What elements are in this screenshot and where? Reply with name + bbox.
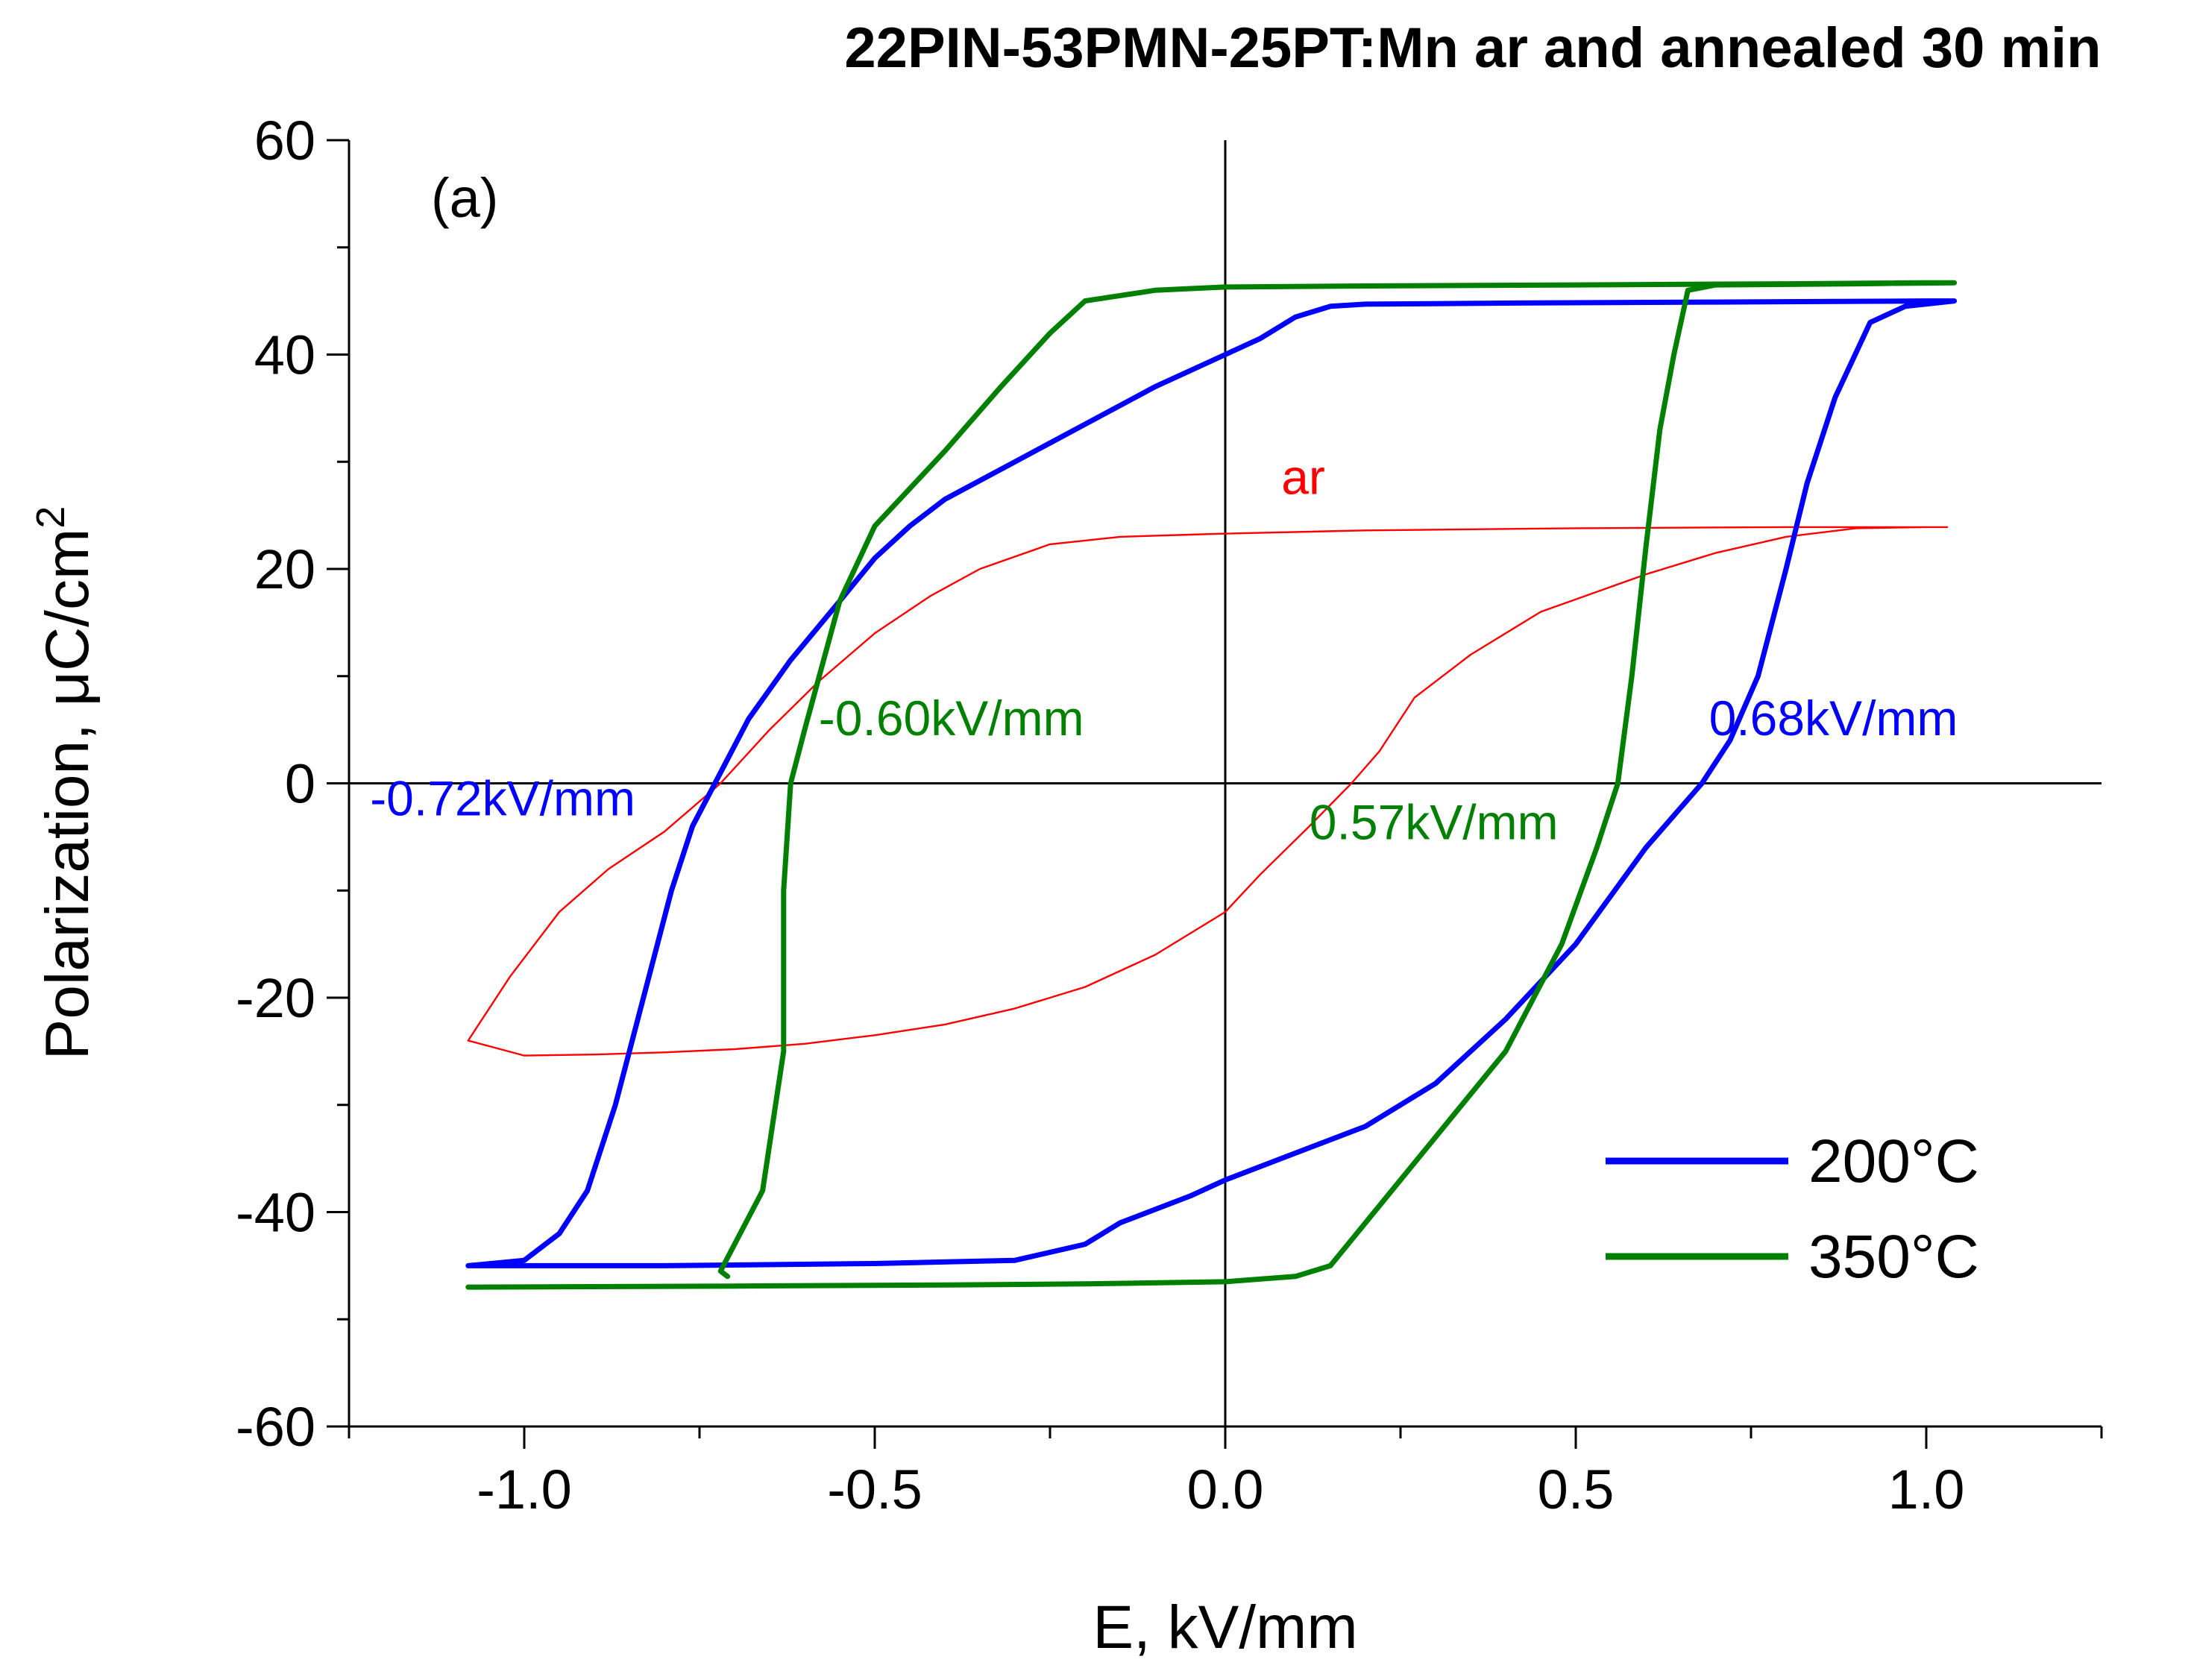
y-tick-label: 0 — [285, 753, 315, 815]
legend-label-350c: 350°C — [1808, 1223, 1979, 1291]
y-tick-label: 20 — [254, 538, 315, 600]
annotation-label: ar — [1281, 449, 1325, 504]
y-tick-label: 40 — [254, 324, 315, 386]
x-axis-title: E, kV/mm — [1093, 1594, 1357, 1661]
y-axis-title-sup: 2 — [28, 506, 73, 529]
x-tick-label: -0.5 — [827, 1459, 922, 1520]
chart-title: 22PIN-53PMN-25PT:Mn ar and annealed 30 m… — [844, 16, 2101, 80]
annotations: ar -0.72kV/mm -0.60kV/mm 0.57kV/mm 0.68kV/mm — [370, 449, 1958, 849]
legend-label-200c: 200°C — [1808, 1127, 1979, 1195]
tick-labels: 60 40 20 0 -20 -40 -60 -1.0 -0.5 0.0 0.5 1.0 — [236, 110, 1964, 1520]
x-tick-label: 0.0 — [1187, 1459, 1264, 1520]
y-tick-label: 60 — [254, 110, 315, 172]
series-200c — [465, 298, 1958, 1268]
annotation-label: 0.68kV/mm — [1709, 690, 1958, 746]
x-tick-label: 0.5 — [1538, 1459, 1615, 1520]
y-tick-label: -20 — [236, 967, 315, 1029]
annotation-label: 0.57kV/mm — [1310, 794, 1559, 849]
series-layer — [465, 280, 1958, 1290]
series-350c — [465, 280, 1958, 1290]
y-tick-label: -40 — [236, 1182, 315, 1244]
y-axis-title: Polarization, μC/cm2 — [28, 506, 101, 1060]
annotation-label: -0.72kV/mm — [370, 771, 635, 826]
y-tick-label: -60 — [236, 1396, 315, 1458]
annotation-label: -0.60kV/mm — [819, 690, 1084, 746]
panel-label: (a) — [431, 167, 498, 229]
x-tick-label: 1.0 — [1888, 1459, 1965, 1520]
x-tick-label: -1.0 — [477, 1459, 572, 1520]
axis-ticks — [327, 139, 2103, 1449]
y-axis-title-main: Polarization, μC/cm — [34, 529, 101, 1060]
legend: 200°C 350°C — [1606, 1127, 1979, 1291]
series-ar — [467, 526, 1949, 1057]
